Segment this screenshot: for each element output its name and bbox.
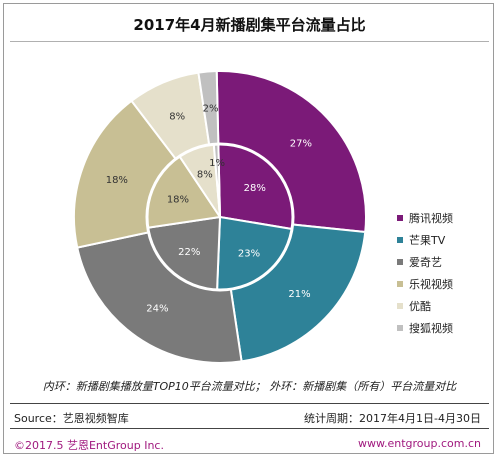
legend-swatch-4 [397,303,403,309]
legend-item-4: 优酷 [397,295,453,317]
chart-note: 内环：新播剧集播放量TOP10平台流量对比； 外环：新播剧集（所有）平台流量对比 [42,380,457,393]
inner-label-1: 23% [238,249,260,260]
title-divider [10,41,489,42]
chart-title: 2017年4月新播剧集平台流量占比 [133,16,366,34]
legend-label-2: 爱奇艺 [409,256,442,269]
legend: 腾讯视频芒果TV 爱奇艺乐视视频优酷搜狐视频 [397,207,453,339]
legend-swatch-2 [397,259,403,265]
legend-swatch-0 [397,215,403,221]
inner-label-5: 1% [209,158,225,169]
copyright-text: ©2017.5 艺恩EntGroup Inc. [14,439,164,452]
legend-swatch-5 [397,325,403,331]
website-link[interactable]: www.entgroup.com.cn [358,437,481,450]
legend-label-4: 优酷 [409,300,431,313]
outer-ring [73,70,367,364]
legend-label-1: 芒果TV [409,234,446,247]
legend-swatch-3 [397,281,403,287]
chart-frame [3,3,494,454]
outer-label-1: 21% [288,289,310,300]
legend-item-2: 爱奇艺 [397,251,453,273]
legend-swatch-1 [397,237,403,243]
outer-label-4: 8% [169,112,185,123]
footer-divider-top [10,403,489,404]
slice-labels: 27%21%24%18%8%2%28%23%22%18%8%1% [106,103,312,314]
inner-label-0: 28% [244,183,266,194]
source-text: Source：艺恩视频智库 [14,412,129,425]
legend-item-3: 乐视视频 [397,273,453,295]
legend-label-3: 乐视视频 [409,278,453,291]
legend-label-5: 搜狐视频 [409,322,453,335]
outer-label-0: 27% [290,138,312,149]
legend-item-5: 搜狐视频 [397,317,453,339]
footer-divider-bottom [10,428,489,429]
outer-label-2: 24% [146,303,168,314]
outer-label-3: 18% [106,175,128,186]
inner-ring [145,142,295,292]
inner-label-3: 18% [167,194,189,205]
outer-label-5: 2% [203,103,219,114]
inner-label-4: 8% [197,170,213,181]
legend-item-1: 芒果TV [397,229,453,251]
ring-separator [145,142,295,292]
period-text: 统计周期：2017年4月1日-4月30日 [304,412,481,425]
legend-label-0: 腾讯视频 [409,212,453,225]
legend-item-0: 腾讯视频 [397,207,453,229]
inner-label-2: 22% [178,247,200,258]
